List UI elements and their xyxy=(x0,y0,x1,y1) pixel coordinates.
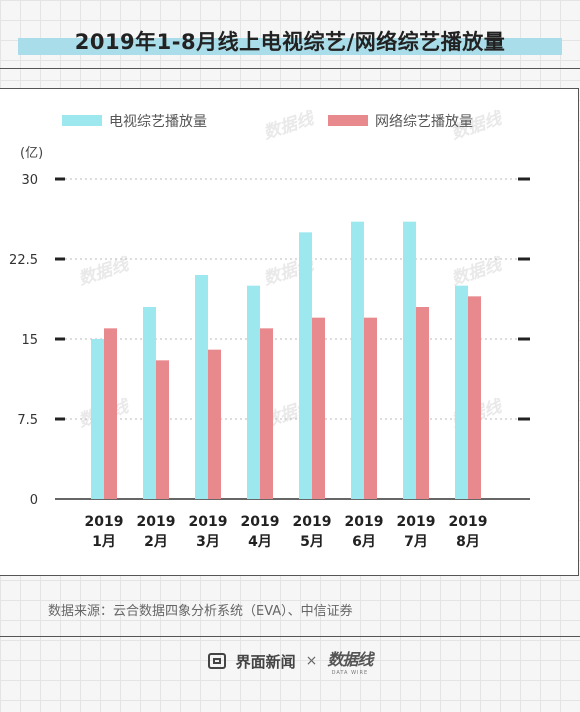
data-wire-logo-subtext: DATA WIRE xyxy=(331,670,369,676)
bar-tv-6 xyxy=(351,221,364,499)
bar-tv-1 xyxy=(91,339,104,499)
bar-tv-5 xyxy=(299,232,312,500)
y-tick-marker-right xyxy=(518,337,530,341)
bar-web-5 xyxy=(312,317,325,499)
bar-web-1 xyxy=(104,328,117,499)
legend-label-2: 网络综艺播放量 xyxy=(375,114,473,130)
brand-name: 界面新闻 xyxy=(235,652,296,671)
chart-title: 2019年1-8月线上电视综艺/网络综艺播放量 xyxy=(74,30,506,54)
legend-swatch-1 xyxy=(62,115,102,126)
footer-divider xyxy=(0,636,580,637)
bar-web-3 xyxy=(208,349,221,499)
y-tick-marker-right xyxy=(518,257,530,261)
legend-swatch-2 xyxy=(328,115,368,126)
bar-tv-4 xyxy=(247,285,260,499)
x-tick-month: 4月 xyxy=(248,534,272,550)
x-tick-year: 2019 xyxy=(449,514,488,530)
y-tick-label: 15 xyxy=(21,333,38,348)
data-source: 数据来源：云合数据四象分析系统（EVA）、中信证券 xyxy=(48,604,353,619)
y-tick-marker-right xyxy=(518,417,530,421)
x-tick-month: 6月 xyxy=(352,534,376,550)
y-tick-label: 0 xyxy=(30,493,38,508)
bar-tv-2 xyxy=(143,307,156,499)
watermark-text: 数据线 xyxy=(449,254,506,289)
times-sign: × xyxy=(305,653,318,669)
data-wire-logo: 数据线 DATA WIRE xyxy=(327,646,373,676)
title-highlight-band xyxy=(18,38,562,55)
x-tick-year: 2019 xyxy=(397,514,436,530)
x-tick-year: 2019 xyxy=(85,514,124,530)
y-unit-label: (亿) xyxy=(20,146,43,161)
x-tick-month: 5月 xyxy=(300,534,324,550)
bar-web-7 xyxy=(416,307,429,499)
x-tick-year: 2019 xyxy=(241,514,280,530)
legend-label-1: 电视综艺播放量 xyxy=(109,114,207,130)
bar-chart: 数据线数据线数据线数据线数据线数据线数据线数据线电视综艺播放量网络综艺播放量(亿… xyxy=(9,108,530,550)
bar-web-8 xyxy=(468,296,481,499)
bar-web-2 xyxy=(156,360,169,499)
chart-panel: 数据线数据线数据线数据线数据线数据线数据线数据线电视综艺播放量网络综艺播放量(亿… xyxy=(0,88,579,576)
y-tick-label: 22.5 xyxy=(9,253,38,268)
y-tick-marker-right xyxy=(518,177,530,181)
jiemian-logo-icon xyxy=(207,653,226,669)
x-tick-month: 7月 xyxy=(404,534,428,550)
x-tick-year: 2019 xyxy=(137,514,176,530)
bar-web-4 xyxy=(260,328,273,499)
x-tick-month: 1月 xyxy=(92,534,116,550)
data-wire-logo-text: 数据线 xyxy=(327,650,373,669)
watermark-text: 数据线 xyxy=(76,254,133,289)
y-tick-label: 7.5 xyxy=(17,413,38,428)
y-tick-marker-left xyxy=(55,257,65,261)
x-tick-month: 3月 xyxy=(196,534,220,550)
x-tick-year: 2019 xyxy=(345,514,384,530)
x-tick-month: 2月 xyxy=(144,534,168,550)
x-tick-year: 2019 xyxy=(293,514,332,530)
title-divider xyxy=(0,68,580,69)
bar-tv-3 xyxy=(195,275,208,499)
y-tick-marker-left xyxy=(55,177,65,181)
y-tick-label: 30 xyxy=(21,173,38,188)
footer: 界面新闻 × 数据线 DATA WIRE xyxy=(0,646,580,676)
x-tick-year: 2019 xyxy=(189,514,228,530)
bar-tv-8 xyxy=(455,285,468,499)
x-tick-month: 8月 xyxy=(456,534,480,550)
y-tick-marker-left xyxy=(55,337,65,341)
bar-tv-7 xyxy=(403,221,416,499)
watermark-text: 数据线 xyxy=(261,108,318,143)
bar-web-6 xyxy=(364,317,377,499)
y-tick-marker-left xyxy=(55,417,65,421)
